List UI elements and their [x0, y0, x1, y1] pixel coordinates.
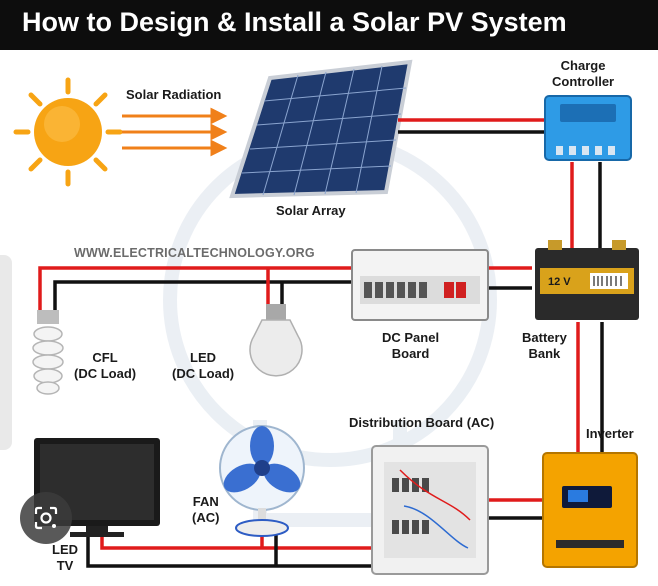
fan-icon	[219, 425, 305, 537]
label-charge-controller-line2: Controller	[552, 74, 615, 89]
label-led-line2: (DC Load)	[172, 366, 235, 381]
battery-voltage-label: 12 V	[548, 276, 571, 288]
label-charge-controller-line1: Charge	[560, 58, 606, 73]
label-fan-line2: (AC)	[192, 510, 220, 525]
label-led-tv: LED TV	[52, 542, 78, 574]
cfl-bulb-icon	[32, 310, 64, 395]
label-led: LED (DC Load)	[172, 350, 234, 382]
led-bulb-icon	[249, 304, 303, 377]
distribution-board-icon	[371, 445, 489, 575]
charge-controller-icon	[544, 95, 632, 161]
label-cfl-line1: CFL	[92, 350, 118, 365]
label-led-line1: LED	[190, 350, 217, 365]
page-title: How to Design & Install a Solar PV Syste…	[22, 7, 567, 37]
sun-icon	[13, 77, 123, 187]
lens-icon	[34, 506, 58, 530]
website-watermark: WWW.ELECTRICALTECHNOLOGY.ORG	[74, 246, 315, 260]
label-battery-bank-line2: Bank	[528, 346, 561, 361]
label-fan-line1: FAN	[192, 494, 219, 509]
radiation-arrows	[122, 107, 228, 157]
label-dc-panel-line1: DC Panel	[382, 330, 440, 345]
label-fan: FAN (AC)	[192, 494, 219, 526]
label-dc-panel-board: DC Panel Board	[382, 330, 439, 362]
label-dc-panel-line2: Board	[391, 346, 430, 361]
label-led-tv-line2: TV	[56, 558, 74, 573]
label-distribution-board: Distribution Board (AC)	[349, 415, 495, 430]
label-battery-bank: Battery Bank	[522, 330, 567, 362]
label-solar-radiation: Solar Radiation	[126, 87, 222, 102]
label-led-tv-line1: LED	[52, 542, 78, 557]
title-bar: How to Design & Install a Solar PV Syste…	[0, 0, 658, 50]
solar-panel-icon	[229, 59, 413, 199]
inverter-icon	[542, 452, 638, 568]
label-cfl-line2: (DC Load)	[74, 366, 137, 381]
label-cfl: CFL (DC Load)	[74, 350, 136, 382]
lens-button[interactable]	[20, 492, 72, 544]
label-solar-array: Solar Array	[276, 203, 346, 218]
wires	[38, 118, 604, 568]
dc-panel-icon	[351, 249, 489, 321]
side-panel-tab[interactable]	[0, 255, 12, 450]
label-inverter: Inverter	[586, 426, 634, 441]
label-charge-controller: Charge Controller	[552, 58, 614, 90]
label-battery-bank-line1: Battery	[522, 330, 567, 345]
battery-icon	[535, 240, 639, 320]
